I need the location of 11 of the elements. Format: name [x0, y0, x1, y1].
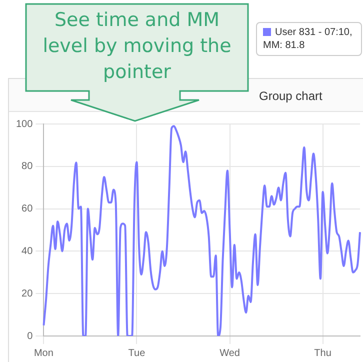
chart-title: Group chart — [259, 89, 322, 103]
y-tick-label: 40 — [22, 246, 34, 257]
x-tick-label: Mon — [34, 348, 54, 359]
x-tick-label: Tue — [128, 348, 146, 359]
y-tick-label: 0 — [27, 330, 34, 342]
y-tick-label: 60 — [22, 204, 34, 215]
x-tick-label: Thu — [314, 348, 332, 359]
x-tick-label: Wed — [220, 348, 240, 359]
y-tick-label: 80 — [22, 161, 34, 172]
y-tick-label: 20 — [22, 288, 34, 300]
text: User 831 - 07:10, MM: 81.8 — [256, 22, 362, 56]
